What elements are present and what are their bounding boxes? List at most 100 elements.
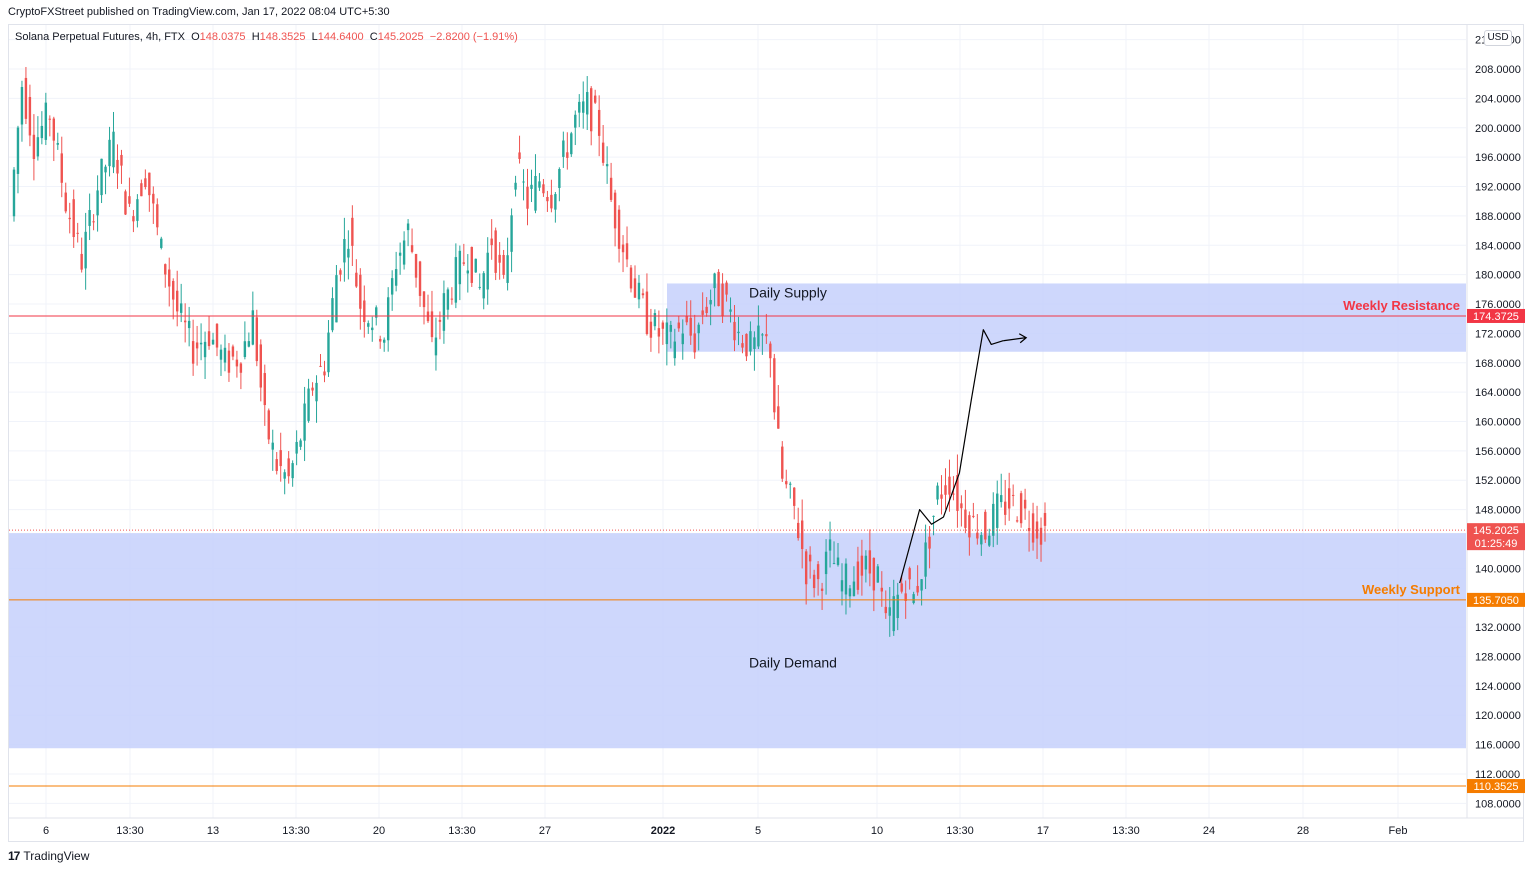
candle-body [566,152,569,158]
candle-body [176,290,179,312]
candle-body [243,341,247,358]
candle-body [44,102,48,140]
candle-body [538,181,541,188]
candle-body [542,184,545,194]
candle-body [976,532,979,539]
x-tick-label: 27 [539,825,551,837]
candle-body [191,341,195,364]
candle-body [693,333,696,353]
candle-body [872,557,876,591]
candle-body [251,310,255,345]
y-tick-label: 208.0000 [1475,64,1521,76]
chart-frame [8,24,1524,842]
candle-body [852,581,856,597]
candle-body [383,339,386,343]
candle-body [40,125,44,139]
candle-body [319,365,322,367]
candle-body [657,328,661,337]
candle-body [100,158,103,196]
candle-body [343,239,346,263]
y-tick-label: 180.0000 [1475,270,1521,282]
candle-body [601,142,605,163]
candle-body [629,267,633,289]
candle-body [271,442,274,450]
currency-button[interactable]: USD [1484,30,1512,46]
candle-body [832,563,836,565]
y-tick-label: 184.0000 [1475,240,1521,252]
candle-body [932,515,935,517]
ohlc-legend: Solana Perpetual Futures, 4h, FTX O148.0… [15,31,518,43]
candle-body [793,487,796,506]
candle-body [896,594,899,619]
candle-body [860,555,864,576]
candle-body [355,272,358,287]
candle-body [800,520,804,550]
candle-body [60,153,63,183]
candle-body [490,238,493,246]
candle-body [597,109,601,136]
candle-body [753,337,756,349]
candle-body [454,257,458,303]
tradingview-logo[interactable]: 17 TradingView [8,849,89,863]
candle-body [239,363,243,373]
candle-body [235,359,239,367]
candle-body [510,215,513,252]
candle-body [219,349,223,360]
zone-label: Daily Demand [749,654,837,670]
y-tick-label: 168.0000 [1475,358,1521,370]
x-tick-label: 13:30 [448,825,476,837]
candle-body [120,154,123,166]
candle-body [1027,528,1031,532]
y-tick-label: 108.0000 [1475,798,1521,810]
candle-body [48,118,52,120]
candle-body [880,587,883,592]
candle-body [593,95,597,103]
y-tick-label: 188.0000 [1475,211,1521,223]
candle-body [900,583,903,592]
y-tick-label: 156.0000 [1475,446,1521,458]
y-tick-label: 148.0000 [1475,505,1521,517]
candle-body [379,338,382,342]
candle-body [952,493,955,495]
y-tick-label: 124.0000 [1475,681,1521,693]
y-tick-label: 160.0000 [1475,417,1521,429]
candle-body [816,564,820,580]
candle-body [745,333,748,357]
candle-body [371,327,374,331]
price-tag-label: 174.3725 [1473,311,1519,323]
candle-body [681,333,684,345]
candle-body [335,275,338,323]
candle-body [351,217,354,246]
candle-body [546,196,549,202]
candle-body [160,238,163,248]
candle-body [697,324,700,334]
candle-body [717,271,720,307]
candle-body [164,264,167,275]
level-label: Weekly Resistance [1343,298,1460,313]
candle-body [446,289,450,310]
candle-body [912,594,915,604]
x-tick-label: Feb [1389,825,1408,837]
candle-body [948,476,951,495]
price-tag-label: 110.3525 [1473,781,1518,793]
candle-body [570,133,573,155]
bar-countdown-label: 01:25:49 [1475,538,1518,550]
candle-body [112,131,115,168]
candle-body [144,178,147,188]
candle-body [211,339,215,345]
y-tick-label: 120.0000 [1475,710,1521,722]
candle-body [76,232,79,234]
projection-path [1003,337,1026,342]
candle-body [856,561,860,590]
candle-body [530,184,533,189]
candle-body [916,585,919,593]
candle-body [1019,493,1023,524]
candle-body [1031,513,1035,543]
candle-body [116,159,119,174]
candle-body [514,182,517,190]
candle-body [422,291,426,308]
candle-body [613,192,617,229]
candle-body [363,300,366,323]
candle-body [649,321,653,338]
